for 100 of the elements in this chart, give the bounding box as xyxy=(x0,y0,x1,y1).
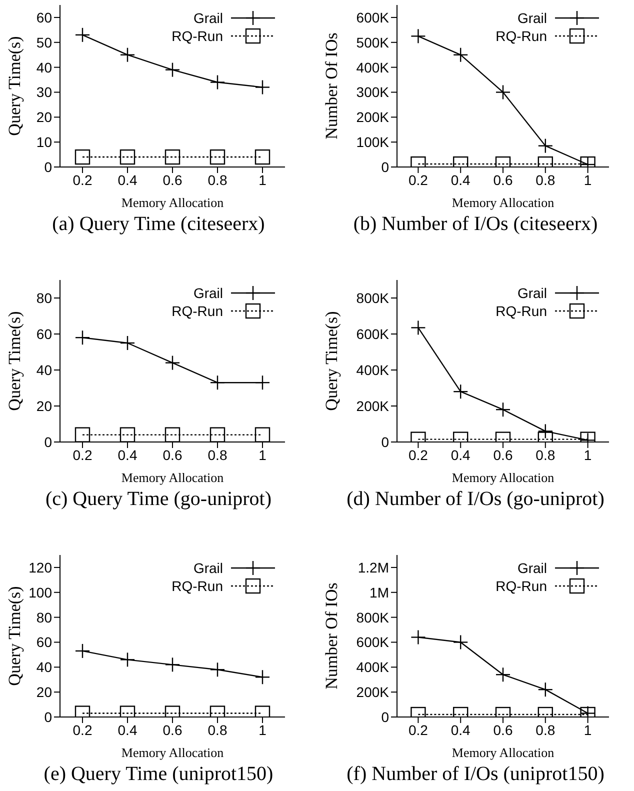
x-tick-label: 0.8 xyxy=(208,446,228,463)
point xyxy=(74,427,90,442)
y-tick-label: 0 xyxy=(44,708,52,725)
x-tick-label: 0.4 xyxy=(450,446,471,463)
y-tick-label: 200K xyxy=(356,398,390,414)
x-tick-label: 1 xyxy=(258,722,267,738)
y-tick-label: 60 xyxy=(36,326,52,342)
text: (c) Query Time (go-uniprot) xyxy=(44,488,273,511)
legend-label: Grail xyxy=(517,285,547,301)
point xyxy=(164,427,180,442)
y-tick-label: 120 xyxy=(28,559,52,576)
legend-label: RQ-Run xyxy=(496,28,547,44)
point xyxy=(74,149,90,165)
x-tick-label: 0.4 xyxy=(118,446,138,463)
y-tick-label: 10 xyxy=(36,134,52,150)
y-tick-label: 20 xyxy=(36,398,52,414)
y-tick-label: 20 xyxy=(36,109,52,126)
y-tick-label: 400K xyxy=(356,659,390,676)
legend-label: Grail xyxy=(193,285,223,301)
y-tick-label: 0 xyxy=(381,708,390,725)
point xyxy=(254,149,270,165)
x-tick-label: 0.6 xyxy=(493,722,513,738)
point xyxy=(120,427,136,442)
point xyxy=(164,149,180,165)
y-tick-label: 60 xyxy=(36,9,52,26)
y-tick-label: 100 xyxy=(28,584,52,600)
y-tick-label: 40 xyxy=(36,59,52,76)
x-tick-label: 0.8 xyxy=(208,722,228,738)
y-tick-label: 30 xyxy=(36,84,52,100)
legend-label: RQ-Run xyxy=(496,303,547,319)
y-axis-title: Query Time(s) xyxy=(322,311,342,411)
legend-label: Grail xyxy=(193,560,223,576)
legend-label: Grail xyxy=(517,10,547,26)
x-tick-label: 0.6 xyxy=(162,172,182,188)
y-axis-title: Query Time(s) xyxy=(5,36,24,136)
x-axis-title: Memory Allocation xyxy=(452,195,555,210)
y-tick-label: 60 xyxy=(36,634,52,650)
x-tick-label: 0.4 xyxy=(118,172,138,188)
point xyxy=(254,427,270,442)
y-tick-label: 200K xyxy=(356,684,390,700)
y-tick-label: 600K xyxy=(356,634,390,650)
y-tick-label: 0 xyxy=(44,434,52,450)
x-axis-title: Memory Allocation xyxy=(121,470,224,485)
y-tick-label: 600K xyxy=(356,326,390,342)
x-tick-label: 0.4 xyxy=(118,722,138,738)
x-tick-label: 0.2 xyxy=(72,722,92,738)
x-tick-label: 0.4 xyxy=(450,172,471,188)
x-tick-label: 0.6 xyxy=(493,172,513,188)
y-tick-label: 300K xyxy=(356,84,390,100)
x-tick-label: 0.4 xyxy=(450,722,471,738)
y-axis-title: Query Time(s) xyxy=(5,311,24,411)
text: (e) Query Time (uniprot150) xyxy=(42,763,274,786)
y-tick-label: 0 xyxy=(44,158,52,175)
y-tick-label: 100K xyxy=(356,134,390,150)
x-tick-label: 0.6 xyxy=(162,446,182,463)
y-tick-label: 1M xyxy=(370,584,389,600)
y-tick-label: 40 xyxy=(36,362,52,378)
legend-label: RQ-Run xyxy=(172,28,223,44)
y-axis-title: Number Of IOs xyxy=(322,32,342,140)
y-axis-title: Query Time(s) xyxy=(5,586,24,686)
text: (b) Number of I/Os (citeseerx) xyxy=(352,213,599,236)
y-tick-label: 20 xyxy=(36,684,52,700)
x-axis-title: Memory Allocation xyxy=(452,470,555,485)
x-tick-label: 0.8 xyxy=(536,172,556,188)
x-tick-label: 0.8 xyxy=(536,722,556,738)
text: (f) Number of I/Os (uniprot150) xyxy=(346,763,606,786)
x-tick-label: 1 xyxy=(258,172,267,188)
y-tick-label: 1.2M xyxy=(358,559,389,576)
x-tick-label: 0.2 xyxy=(408,722,428,738)
x-tick-label: 0.6 xyxy=(493,446,513,463)
x-tick-label: 1 xyxy=(258,446,267,463)
y-tick-label: 600K xyxy=(356,9,390,26)
x-tick-label: 0.2 xyxy=(408,446,428,463)
y-axis-title: Number Of IOs xyxy=(322,582,342,690)
y-tick-label: 500K xyxy=(356,34,390,50)
x-axis-title: Memory Allocation xyxy=(121,195,224,210)
point xyxy=(210,149,226,165)
y-tick-label: 0 xyxy=(381,158,390,175)
legend-label: Grail xyxy=(193,10,223,26)
x-tick-label: 1 xyxy=(584,172,592,188)
x-tick-label: 1 xyxy=(584,446,592,463)
x-tick-label: 1 xyxy=(584,722,592,738)
legend-label: RQ-Run xyxy=(172,303,223,319)
x-tick-label: 0.2 xyxy=(408,172,428,188)
point xyxy=(120,149,136,165)
y-tick-label: 40 xyxy=(36,659,52,676)
point xyxy=(210,427,226,442)
x-tick-label: 0.2 xyxy=(72,172,92,188)
x-tick-label: 0.8 xyxy=(208,172,228,188)
y-tick-label: 800K xyxy=(356,609,390,626)
y-tick-label: 80 xyxy=(36,609,52,626)
y-tick-label: 50 xyxy=(36,34,52,50)
x-axis-title: Memory Allocation xyxy=(121,745,224,760)
x-tick-label: 0.8 xyxy=(536,446,556,463)
y-tick-label: 200K xyxy=(356,109,390,126)
legend-label: RQ-Run xyxy=(496,578,547,594)
y-tick-label: 400K xyxy=(356,59,390,76)
x-axis-title: Memory Allocation xyxy=(452,745,555,760)
y-tick-label: 80 xyxy=(36,290,52,306)
text: (d) Number of I/Os (go-uniprot) xyxy=(346,488,606,511)
